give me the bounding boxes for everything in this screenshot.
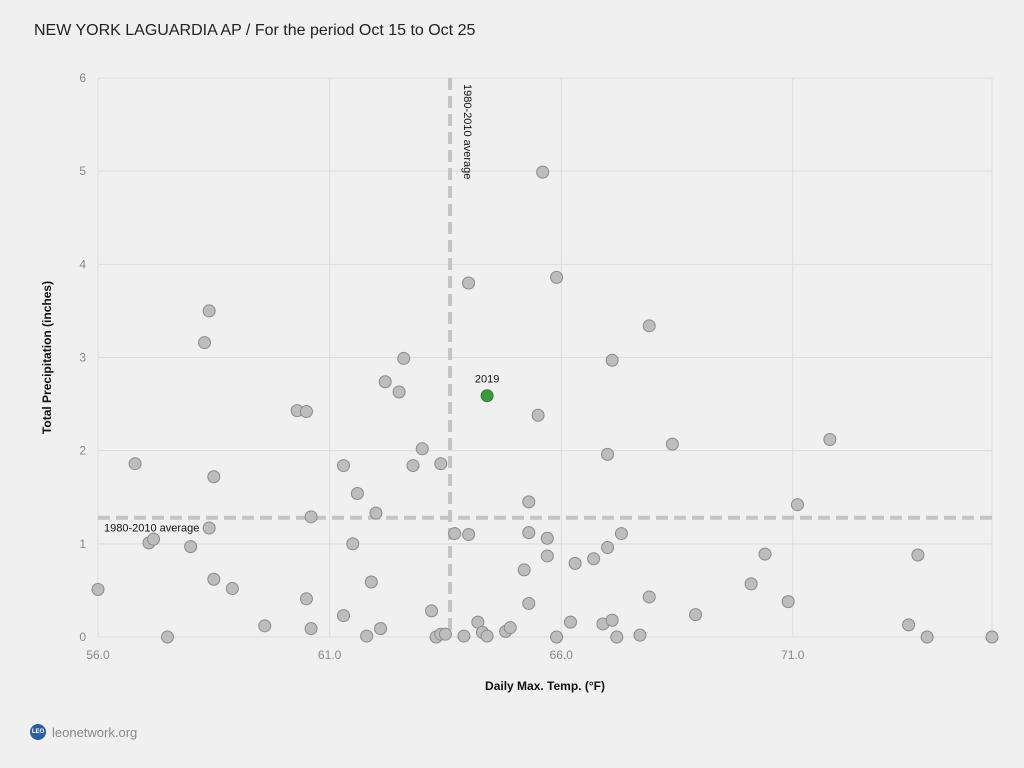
- y-tick-label: 3: [79, 351, 86, 365]
- data-point[interactable]: [480, 629, 494, 643]
- data-point[interactable]: [920, 630, 934, 644]
- y-tick-label: 4: [79, 257, 86, 271]
- x-tick-label: 66.0: [550, 648, 574, 662]
- gridlines: [97, 77, 993, 638]
- tick-labels: 0 1 2 3 4 5 6 56.0 61.0 66.0 71.0: [79, 71, 805, 662]
- data-point[interactable]: [350, 487, 364, 501]
- data-point[interactable]: [605, 353, 619, 367]
- x-tick-label: 61.0: [318, 648, 342, 662]
- data-point[interactable]: [299, 592, 313, 606]
- data-point[interactable]: [202, 521, 216, 535]
- data-point[interactable]: [610, 630, 624, 644]
- data-point[interactable]: [378, 375, 392, 389]
- data-point[interactable]: [781, 595, 795, 609]
- data-point[interactable]: [397, 351, 411, 365]
- data-point[interactable]: [337, 459, 351, 473]
- data-point[interactable]: [633, 628, 647, 642]
- data-point[interactable]: [202, 304, 216, 318]
- data-point[interactable]: [522, 526, 536, 540]
- data-point[interactable]: [911, 548, 925, 562]
- avg-temp-label: 1980-2010 average: [461, 84, 473, 179]
- data-point[interactable]: [207, 470, 221, 484]
- data-point[interactable]: [605, 613, 619, 627]
- data-point[interactable]: [415, 442, 429, 456]
- data-point[interactable]: [160, 630, 174, 644]
- data-point[interactable]: [563, 615, 577, 629]
- footer: LEO leonetwork.org: [30, 724, 137, 740]
- data-point[interactable]: [225, 582, 239, 596]
- data-point[interactable]: [360, 629, 374, 643]
- data-point[interactable]: [207, 572, 221, 586]
- avg-precip-label: 1980-2010 average: [104, 523, 199, 535]
- data-point[interactable]: [462, 276, 476, 290]
- data-point[interactable]: [601, 447, 615, 461]
- data-point[interactable]: [985, 630, 999, 644]
- highlight-group: 2019: [475, 374, 499, 403]
- x-tick-label: 56.0: [86, 648, 110, 662]
- y-tick-label: 2: [79, 444, 86, 458]
- data-point[interactable]: [522, 596, 536, 610]
- data-point[interactable]: [337, 609, 351, 623]
- footer-link[interactable]: leonetwork.org: [52, 724, 138, 740]
- highlight-point[interactable]: [480, 389, 494, 403]
- data-point[interactable]: [531, 408, 545, 422]
- data-point[interactable]: [147, 532, 161, 546]
- data-point[interactable]: [540, 549, 554, 563]
- data-point[interactable]: [665, 437, 679, 451]
- data-point[interactable]: [689, 608, 703, 622]
- data-point[interactable]: [438, 627, 452, 641]
- data-point[interactable]: [550, 630, 564, 644]
- average-lines: 1980-2010 average 1980-2010 average: [98, 78, 992, 637]
- data-point[interactable]: [346, 537, 360, 551]
- data-points: [91, 165, 999, 644]
- data-point[interactable]: [902, 618, 916, 632]
- data-point[interactable]: [522, 495, 536, 509]
- data-point[interactable]: [517, 563, 531, 577]
- data-point[interactable]: [601, 541, 615, 555]
- data-point[interactable]: [198, 336, 212, 350]
- highlight-label: 2019: [475, 374, 499, 386]
- data-point[interactable]: [744, 577, 758, 591]
- data-point[interactable]: [91, 582, 105, 596]
- y-tick-label: 1: [79, 537, 86, 551]
- data-point[interactable]: [369, 506, 383, 520]
- data-point[interactable]: [642, 319, 656, 333]
- data-point[interactable]: [550, 270, 564, 284]
- data-point[interactable]: [790, 498, 804, 512]
- y-tick-label: 0: [79, 630, 86, 644]
- data-point[interactable]: [503, 621, 517, 635]
- data-point[interactable]: [304, 622, 318, 636]
- data-point[interactable]: [823, 432, 837, 446]
- data-point[interactable]: [642, 590, 656, 604]
- y-tick-label: 6: [79, 71, 86, 85]
- leo-logo-icon: LEO: [30, 724, 46, 740]
- data-point[interactable]: [364, 575, 378, 589]
- data-point[interactable]: [448, 527, 462, 541]
- data-point[interactable]: [184, 540, 198, 554]
- x-axis-title: Daily Max. Temp. (°F): [485, 679, 605, 693]
- data-point[interactable]: [374, 622, 388, 636]
- data-point[interactable]: [434, 457, 448, 471]
- data-point[interactable]: [457, 629, 471, 643]
- data-point[interactable]: [299, 405, 313, 419]
- data-point[interactable]: [758, 547, 772, 561]
- y-tick-label: 5: [79, 164, 86, 178]
- data-point[interactable]: [406, 459, 420, 473]
- data-point[interactable]: [536, 165, 550, 179]
- x-tick-label: 71.0: [781, 648, 805, 662]
- data-point[interactable]: [462, 528, 476, 542]
- data-point[interactable]: [587, 552, 601, 566]
- data-point[interactable]: [614, 527, 628, 541]
- data-point[interactable]: [392, 385, 406, 399]
- chart-title: NEW YORK LAGUARDIA AP / For the period O…: [34, 22, 476, 39]
- data-point[interactable]: [128, 457, 142, 471]
- data-point[interactable]: [258, 619, 272, 633]
- data-point[interactable]: [304, 510, 318, 524]
- data-point[interactable]: [425, 604, 439, 618]
- y-axis-title: Total Precipitation (inches): [40, 281, 54, 434]
- data-point[interactable]: [540, 531, 554, 545]
- data-point[interactable]: [568, 556, 582, 570]
